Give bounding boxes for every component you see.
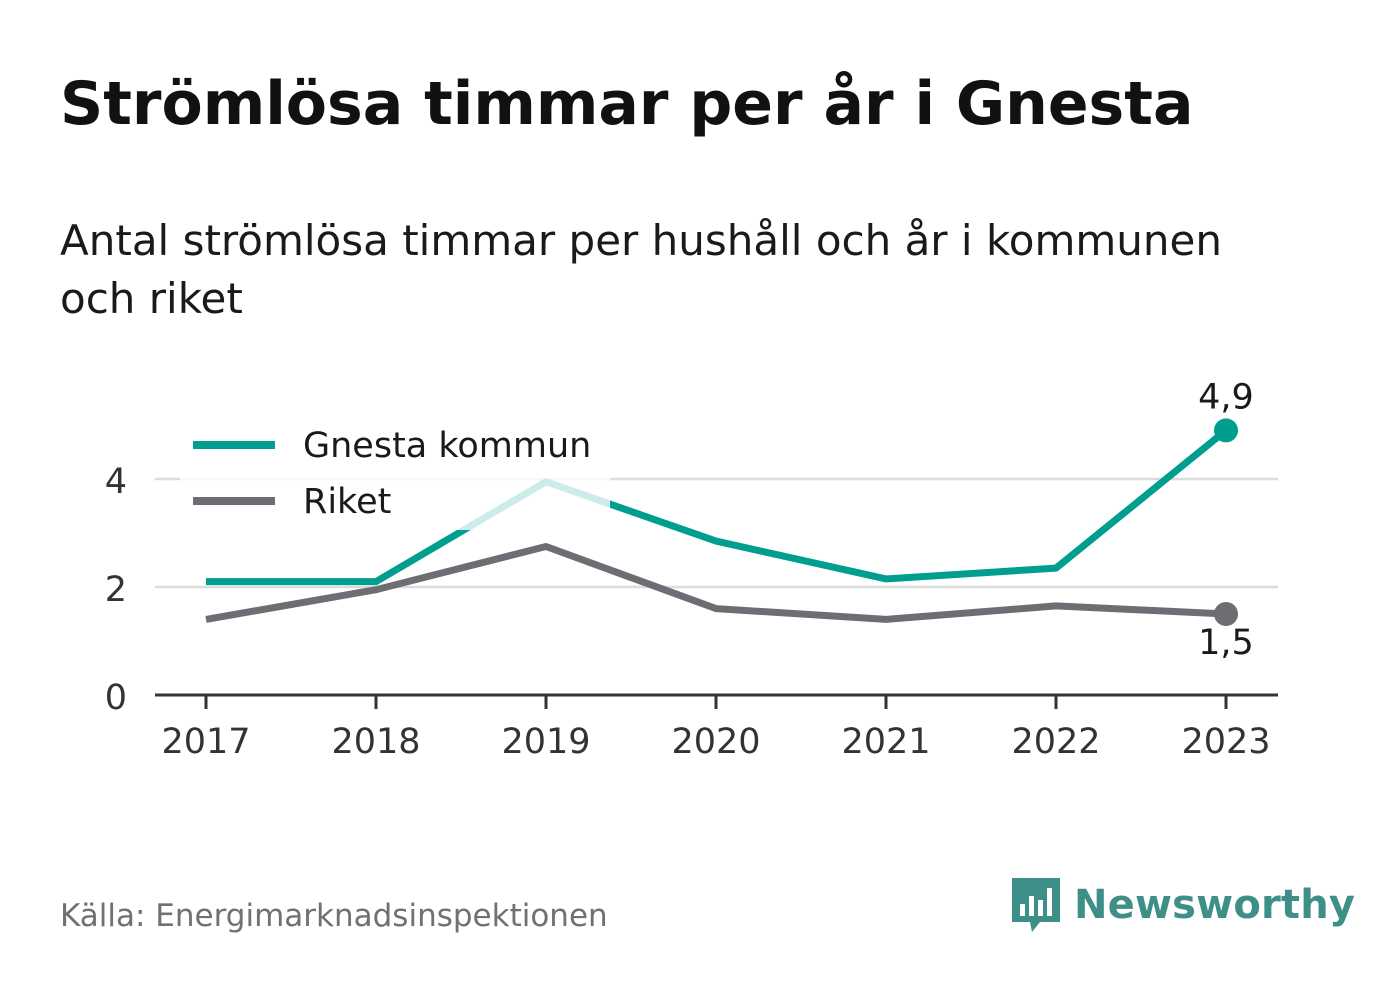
end-label-riket: 1,5 xyxy=(1198,623,1254,663)
source-note: Källa: Energimarknadsinspektionen xyxy=(60,898,608,934)
y-tick-label: 0 xyxy=(105,678,127,718)
label-layer: 0 2 4 2017 2018 2019 2020 2021 2022 2023 4,9 1,5 xyxy=(105,377,1271,762)
x-tick-label: 2023 xyxy=(1181,722,1270,762)
legend-background xyxy=(180,412,610,530)
series-layer xyxy=(205,418,1238,626)
x-tick-label: 2018 xyxy=(331,722,420,762)
y-tick-label: 2 xyxy=(105,570,127,610)
brand-name: Newsworthy xyxy=(1074,882,1356,928)
x-tick-label: 2019 xyxy=(501,722,590,762)
y-tick-label: 4 xyxy=(105,462,127,502)
legend-label: Gnesta kommun xyxy=(303,426,591,466)
legend-label: Riket xyxy=(303,482,391,522)
x-tick-label: 2017 xyxy=(161,722,250,762)
series-line-1 xyxy=(205,543,1227,623)
chart-title: Strömlösa timmar per år i Gnesta xyxy=(60,69,1194,139)
line-chart: Gnesta kommun Riket 0 2 4 2017 2018 2019 2020 20… xyxy=(105,377,1278,762)
brand-logo: Newsworthy xyxy=(1010,876,1355,934)
series-end-point-0 xyxy=(1214,418,1238,443)
x-tick-label: 2020 xyxy=(671,722,760,762)
legend: Gnesta kommun Riket xyxy=(180,412,610,530)
chart-subtitle: Antal strömlösa timmar per hushåll och å… xyxy=(60,216,1222,323)
end-label-gnesta: 4,9 xyxy=(1198,377,1254,417)
newsworthy-logo-icon xyxy=(1012,878,1060,932)
x-tick-label: 2022 xyxy=(1011,722,1100,762)
series-line-0 xyxy=(206,427,1229,586)
series-end-point-1 xyxy=(1214,602,1238,626)
x-tick-label: 2021 xyxy=(841,722,930,762)
